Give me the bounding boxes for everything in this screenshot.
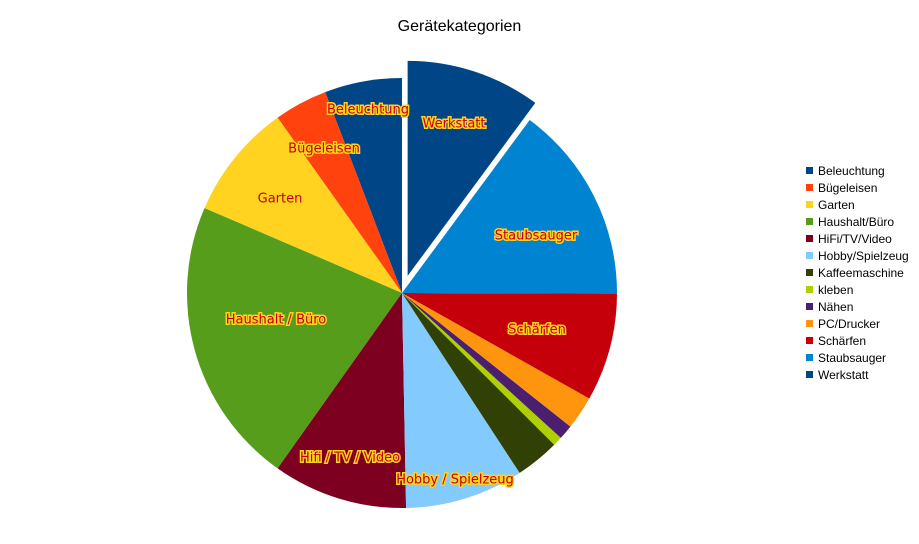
- legend-label: Haushalt/Büro: [818, 214, 895, 229]
- slice-label: Schärfen: [508, 323, 566, 338]
- legend-swatch: [806, 371, 813, 378]
- legend-item: Werkstatt: [806, 366, 909, 383]
- pie-slice-8: [402, 293, 571, 438]
- legend-label: Garten: [818, 197, 855, 212]
- legend-swatch: [806, 235, 813, 242]
- slice-label: Garten: [258, 192, 303, 207]
- legend-label: Bügeleisen: [818, 180, 878, 195]
- pie-slice-7: [402, 293, 561, 445]
- legend: Beleuchtung Bügeleisen Garten Haushalt/Büro…: [806, 162, 909, 383]
- legend-label: Schärfen: [818, 333, 867, 348]
- legend-swatch: [806, 218, 813, 225]
- legend-label: Beleuchtung: [818, 163, 885, 178]
- legend-swatch: [806, 184, 813, 191]
- slice-label: Staubsauger: [495, 229, 578, 244]
- legend-label: Nähen: [818, 299, 854, 314]
- legend-swatch: [806, 303, 813, 310]
- pie-slice-6: [402, 293, 555, 473]
- legend-item: Beleuchtung: [806, 162, 909, 179]
- pie-slice-12: [407, 60, 536, 276]
- chart-title: Gerätekategorien: [397, 18, 522, 35]
- legend-label: Staubsauger: [818, 350, 887, 365]
- legend-swatch: [806, 337, 813, 344]
- legend-swatch: [806, 252, 813, 259]
- legend-swatch: [806, 167, 813, 174]
- slice-label: Beleuchtung: [327, 103, 409, 118]
- pie-slice-1: [277, 92, 402, 293]
- legend-label: Werkstatt: [818, 367, 869, 382]
- legend-label: Hobby/Spielzeug: [818, 248, 909, 263]
- pie-slice-9: [402, 293, 590, 427]
- legend-label: kleben: [818, 282, 854, 297]
- legend-item: Nähen: [806, 298, 909, 315]
- legend-item: Haushalt/Büro: [806, 213, 909, 230]
- legend-item: kleben: [806, 281, 909, 298]
- legend-swatch: [806, 320, 813, 327]
- legend-swatch: [806, 201, 813, 208]
- legend-item: Bügeleisen: [806, 179, 909, 196]
- legend-item: HiFi/TV/Video: [806, 230, 909, 247]
- legend-item: PC/Drucker: [806, 315, 909, 332]
- pie-slice-4: [277, 293, 407, 508]
- pie-slice-11: [402, 120, 618, 294]
- slice-label: Werkstatt: [423, 117, 486, 132]
- slice-label: Hifi / TV / Video: [300, 451, 400, 466]
- slice-label: Hobby / Spielzeug: [396, 473, 514, 488]
- legend-item: Garten: [806, 196, 909, 213]
- pie-slice-5: [402, 293, 520, 508]
- slice-label: Haushalt / Büro: [226, 313, 327, 328]
- legend-item: Schärfen: [806, 332, 909, 349]
- slice-label: Bügeleisen: [288, 142, 360, 157]
- legend-label: HiFi/TV/Video: [818, 231, 892, 246]
- pie-slice-3: [187, 208, 402, 469]
- legend-swatch: [806, 269, 813, 276]
- legend-swatch: [806, 354, 813, 361]
- legend-item: Kaffeemaschine: [806, 264, 909, 281]
- pie-slice-10: [402, 293, 617, 399]
- pie-slice-0: [325, 78, 402, 293]
- pie-slice-2: [204, 117, 402, 293]
- legend-label: Kaffeemaschine: [818, 265, 904, 280]
- legend-item: Staubsauger: [806, 349, 909, 366]
- legend-swatch: [806, 286, 813, 293]
- legend-item: Hobby/Spielzeug: [806, 247, 909, 264]
- legend-label: PC/Drucker: [818, 316, 881, 331]
